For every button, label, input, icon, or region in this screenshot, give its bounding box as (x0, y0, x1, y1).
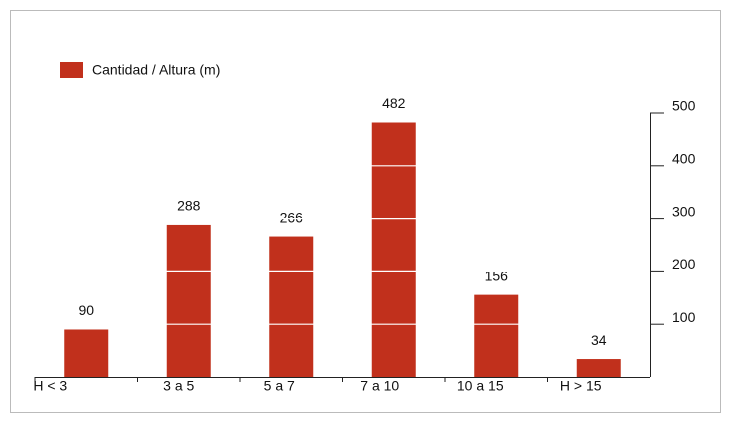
legend-label: Cantidad / Altura (m) (92, 62, 220, 78)
data-label: 90 (78, 302, 94, 318)
data-label: 156 (485, 267, 509, 283)
y-tick-label: 500 (672, 98, 696, 114)
x-tick-label: H < 3 (33, 378, 67, 394)
bar (576, 359, 621, 377)
data-label: 482 (382, 95, 406, 111)
x-tick-label: 10 a 15 (457, 378, 504, 394)
y-tick-label: 400 (672, 151, 696, 167)
bar (474, 294, 519, 377)
y-tick-label: 300 (672, 203, 696, 219)
data-label: 288 (177, 198, 201, 214)
bar (166, 224, 211, 377)
frame (10, 10, 721, 413)
data-label: 266 (280, 209, 304, 225)
x-tick-label: 7 a 10 (360, 378, 399, 394)
legend-swatch (60, 62, 83, 78)
bar (269, 236, 314, 377)
y-tick-label: 100 (672, 309, 696, 325)
x-tick-label: H > 15 (560, 378, 602, 394)
y-tick-label: 200 (672, 256, 696, 272)
data-label: 34 (591, 332, 607, 348)
x-tick-label: 3 a 5 (163, 378, 194, 394)
bar (371, 122, 416, 377)
x-tick-label: 5 a 7 (264, 378, 295, 394)
bar (64, 329, 109, 377)
